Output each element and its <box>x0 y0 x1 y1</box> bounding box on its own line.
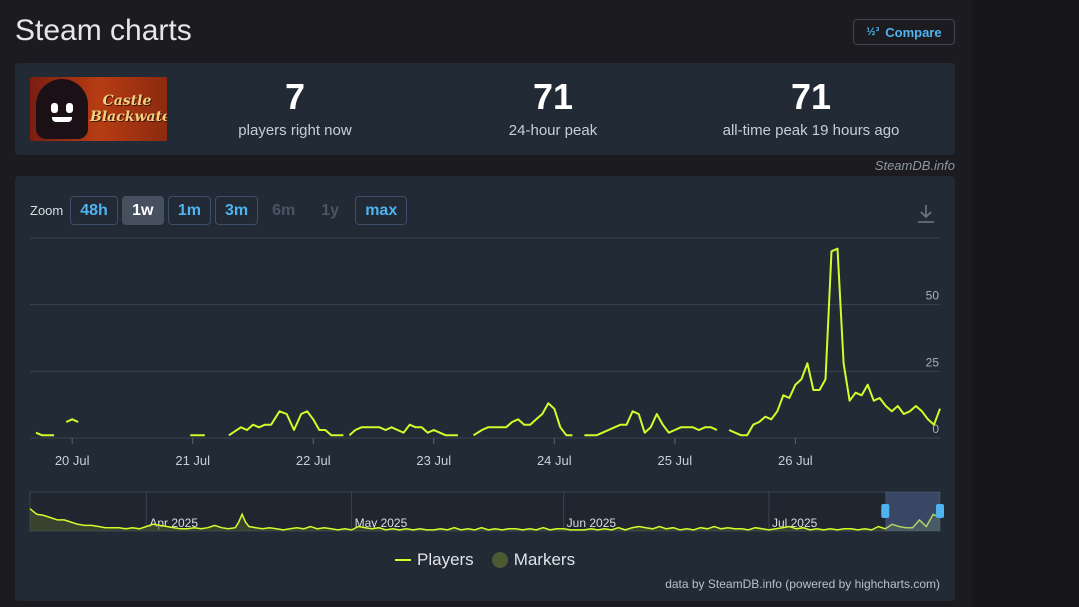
y-tick-label: 0 <box>932 422 939 436</box>
stat-all-time-peak: 71 all-time peak 19 hours ago <box>701 76 921 140</box>
players-line[interactable] <box>35 247 941 437</box>
x-tick-label: 24 Jul <box>537 453 572 468</box>
zoom-label: Zoom <box>30 203 64 218</box>
navigator-background[interactable] <box>29 491 941 532</box>
eye-left <box>51 103 58 113</box>
y-axis-labels: 0 25 50 <box>926 289 940 436</box>
download-icon[interactable] <box>915 203 937 225</box>
character-face <box>36 79 88 139</box>
steamdb-credit[interactable]: SteamDB.info <box>874 158 955 173</box>
navigator-tick-label: Jun 2025 <box>567 516 617 530</box>
navigator: Apr 2025 May 2025 Jun 2025 Jul 2025 <box>29 491 944 532</box>
navigator-tick-label: May 2025 <box>355 516 408 530</box>
compare-label: Compare <box>885 24 942 40</box>
stat-label: players right now <box>238 122 352 139</box>
stat-value: 71 <box>790 76 832 117</box>
x-tick-label: 25 Jul <box>657 453 692 468</box>
legend-players-label: Players <box>417 550 474 569</box>
data-credit[interactable]: data by SteamDB.info (powered by highcha… <box>665 577 940 591</box>
page-title: Steam charts <box>15 14 192 47</box>
x-tick-label: 20 Jul <box>55 453 90 468</box>
markers-dot-swatch <box>491 552 508 568</box>
zoom-1y-button: 1y <box>321 201 340 219</box>
x-tick-label: 23 Jul <box>416 453 451 468</box>
game-logo: Castle Blackwater <box>90 93 167 125</box>
x-axis-labels: 20 Jul 21 Jul 22 Jul 23 Jul 24 Jul 25 Jul 26 J… <box>55 438 813 468</box>
y-tick-label: 25 <box>926 355 940 369</box>
logo-line-1: Castle <box>102 93 152 109</box>
zoom-48h-button[interactable]: 48h <box>70 196 118 225</box>
right-margin <box>972 0 1079 607</box>
legend-players[interactable]: Players <box>395 550 474 570</box>
navigator-handle-left[interactable] <box>881 504 890 518</box>
stat-label: all-time peak 19 hours ago <box>722 122 900 139</box>
stat-current-players: 7 players right now <box>215 76 375 140</box>
x-tick-label: 26 Jul <box>778 453 813 468</box>
navigator-selection[interactable] <box>885 492 940 531</box>
stat-value: 71 <box>532 76 574 117</box>
zoom-max-button[interactable]: max <box>355 196 408 225</box>
stat-label: 24-hour peak <box>508 122 598 139</box>
mouth <box>52 117 72 122</box>
zoom-1m-button[interactable]: 1m <box>167 196 211 225</box>
stat-24h-peak: 71 24-hour peak <box>473 76 633 140</box>
players-line-swatch <box>395 559 411 561</box>
x-tick-label: 21 Jul <box>175 453 210 468</box>
compare-button[interactable]: ½³ Compare <box>853 19 955 45</box>
logo-line-2: Blackwater <box>90 109 167 125</box>
app-summary: Castle Blackwater 7 players right now 71… <box>15 63 955 155</box>
navigator-handle-right[interactable] <box>936 504 944 518</box>
zoom-6m-button: 6m <box>272 201 296 219</box>
zoom-controls: Zoom 48h 1w 1m 3m 6m 1y max <box>30 196 408 225</box>
eye-right <box>66 103 73 113</box>
x-tick-label: 22 Jul <box>296 453 331 468</box>
zoom-1w-button[interactable]: 1w <box>121 196 164 225</box>
compare-icon: ½³ <box>866 26 880 38</box>
legend-markers[interactable]: Markers <box>491 550 576 570</box>
stat-value: 7 <box>284 76 306 117</box>
navigator-line <box>29 508 941 531</box>
chart-gridlines <box>30 237 940 439</box>
players-series <box>35 247 941 437</box>
app-image[interactable]: Castle Blackwater <box>30 77 167 141</box>
legend-markers-label: Markers <box>513 550 576 569</box>
y-tick-label: 50 <box>926 289 940 303</box>
navigator-tick-label: Jul 2025 <box>772 516 818 530</box>
zoom-3m-button[interactable]: 3m <box>214 196 259 225</box>
chart-legend: Players Markers <box>395 550 575 570</box>
